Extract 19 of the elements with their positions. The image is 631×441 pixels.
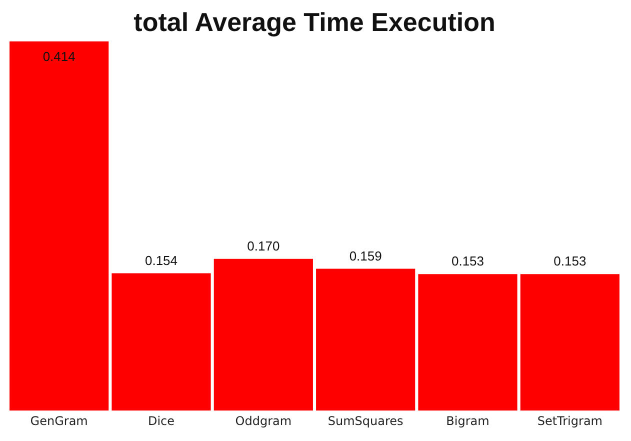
x-tick-label: SumSquares (328, 414, 404, 428)
bar (316, 268, 416, 411)
x-tick-label: GenGram (30, 414, 88, 428)
data-label: 0.153 (554, 254, 586, 269)
bar (10, 41, 109, 411)
data-label: 0.153 (451, 254, 484, 269)
data-label: 0.414 (42, 48, 76, 64)
x-tick-label: Dice (148, 414, 175, 428)
x-tick-label: Bigram (446, 414, 490, 428)
data-label: 0.159 (349, 248, 382, 264)
chart-title: total Average Time Execution (134, 6, 496, 37)
x-tick-label: Oddgram (235, 414, 292, 428)
data-label: 0.154 (144, 252, 178, 268)
bar (214, 258, 313, 411)
bar (112, 273, 211, 411)
bar (418, 274, 518, 411)
bar (520, 274, 620, 411)
x-tick-label: SetTrigram (537, 414, 602, 428)
data-label: 0.170 (247, 238, 280, 254)
